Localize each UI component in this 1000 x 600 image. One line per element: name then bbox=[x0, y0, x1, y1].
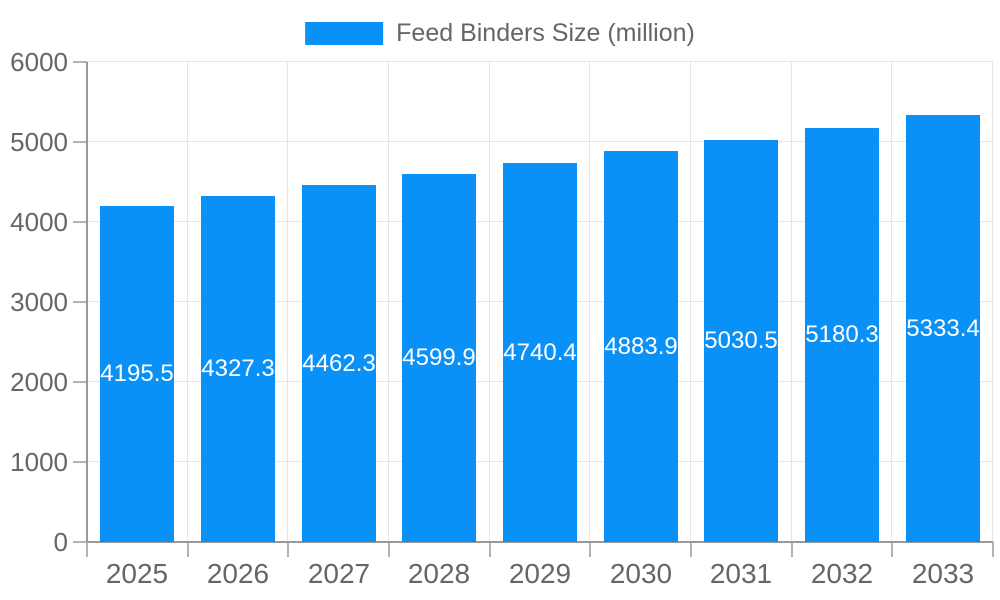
y-tick-label-2000: 2000 bbox=[10, 367, 68, 397]
x-tick-2 bbox=[287, 542, 289, 557]
y-tick-label-1000: 1000 bbox=[10, 447, 68, 477]
x-tick-label-2029: 2029 bbox=[508, 558, 572, 589]
gridline-y-5000 bbox=[87, 141, 993, 142]
x-tick-label-2032: 2032 bbox=[810, 558, 874, 589]
x-tick-label-2028: 2028 bbox=[407, 558, 471, 589]
x-axis-line bbox=[87, 541, 993, 543]
gridline-x-5 bbox=[589, 62, 590, 542]
x-tick-7 bbox=[791, 542, 793, 557]
x-tick-label-2031: 2031 bbox=[709, 558, 773, 589]
gridline-x-3 bbox=[388, 62, 389, 542]
x-tick-label-2030: 2030 bbox=[609, 558, 673, 589]
gridline-x-4 bbox=[489, 62, 490, 542]
gridline-x-6 bbox=[690, 62, 691, 542]
x-tick-label-2026: 2026 bbox=[206, 558, 270, 589]
x-tick-5 bbox=[589, 542, 591, 557]
bar-2032[interactable] bbox=[805, 128, 879, 542]
y-tick-5000 bbox=[73, 141, 87, 143]
bar-2030[interactable] bbox=[604, 151, 678, 542]
y-tick-label-5000: 5000 bbox=[10, 127, 68, 157]
y-tick-1000 bbox=[73, 461, 87, 463]
x-tick-label-2033: 2033 bbox=[911, 558, 975, 589]
y-tick-0 bbox=[73, 541, 87, 543]
y-tick-3000 bbox=[73, 301, 87, 303]
y-tick-label-6000: 6000 bbox=[10, 47, 68, 77]
y-tick-4000 bbox=[73, 221, 87, 223]
bar-2033[interactable] bbox=[906, 115, 980, 542]
gridline-x-9 bbox=[992, 62, 993, 542]
gridline-y-6000 bbox=[87, 61, 993, 62]
y-tick-label-0: 0 bbox=[53, 527, 68, 557]
y-tick-label-3000: 3000 bbox=[10, 287, 68, 317]
x-tick-0 bbox=[86, 542, 88, 557]
x-tick-6 bbox=[690, 542, 692, 557]
legend-item[interactable]: Feed Binders Size (million) bbox=[305, 21, 695, 46]
y-tick-label-4000: 4000 bbox=[10, 207, 68, 237]
bar-2027[interactable] bbox=[302, 185, 376, 542]
x-tick-9 bbox=[992, 542, 994, 557]
x-tick-label-2025: 2025 bbox=[105, 558, 169, 589]
x-tick-8 bbox=[891, 542, 893, 557]
gridline-x-1 bbox=[187, 62, 188, 542]
x-tick-3 bbox=[388, 542, 390, 557]
y-axis-line bbox=[86, 62, 88, 542]
bar-2026[interactable] bbox=[201, 196, 275, 542]
legend-swatch bbox=[305, 22, 384, 45]
gridline-x-2 bbox=[287, 62, 288, 542]
x-tick-label-2027: 2027 bbox=[307, 558, 371, 589]
gridline-x-7 bbox=[791, 62, 792, 542]
gridline-x-8 bbox=[891, 62, 892, 542]
y-tick-2000 bbox=[73, 381, 87, 383]
bar-2031[interactable] bbox=[704, 140, 778, 542]
bar-2028[interactable] bbox=[402, 174, 476, 542]
x-tick-1 bbox=[187, 542, 189, 557]
legend-label: Feed Binders Size (million) bbox=[396, 19, 695, 47]
x-tick-4 bbox=[489, 542, 491, 557]
bar-2025[interactable] bbox=[100, 206, 174, 542]
bar-2029[interactable] bbox=[503, 163, 577, 542]
y-tick-6000 bbox=[73, 61, 87, 63]
